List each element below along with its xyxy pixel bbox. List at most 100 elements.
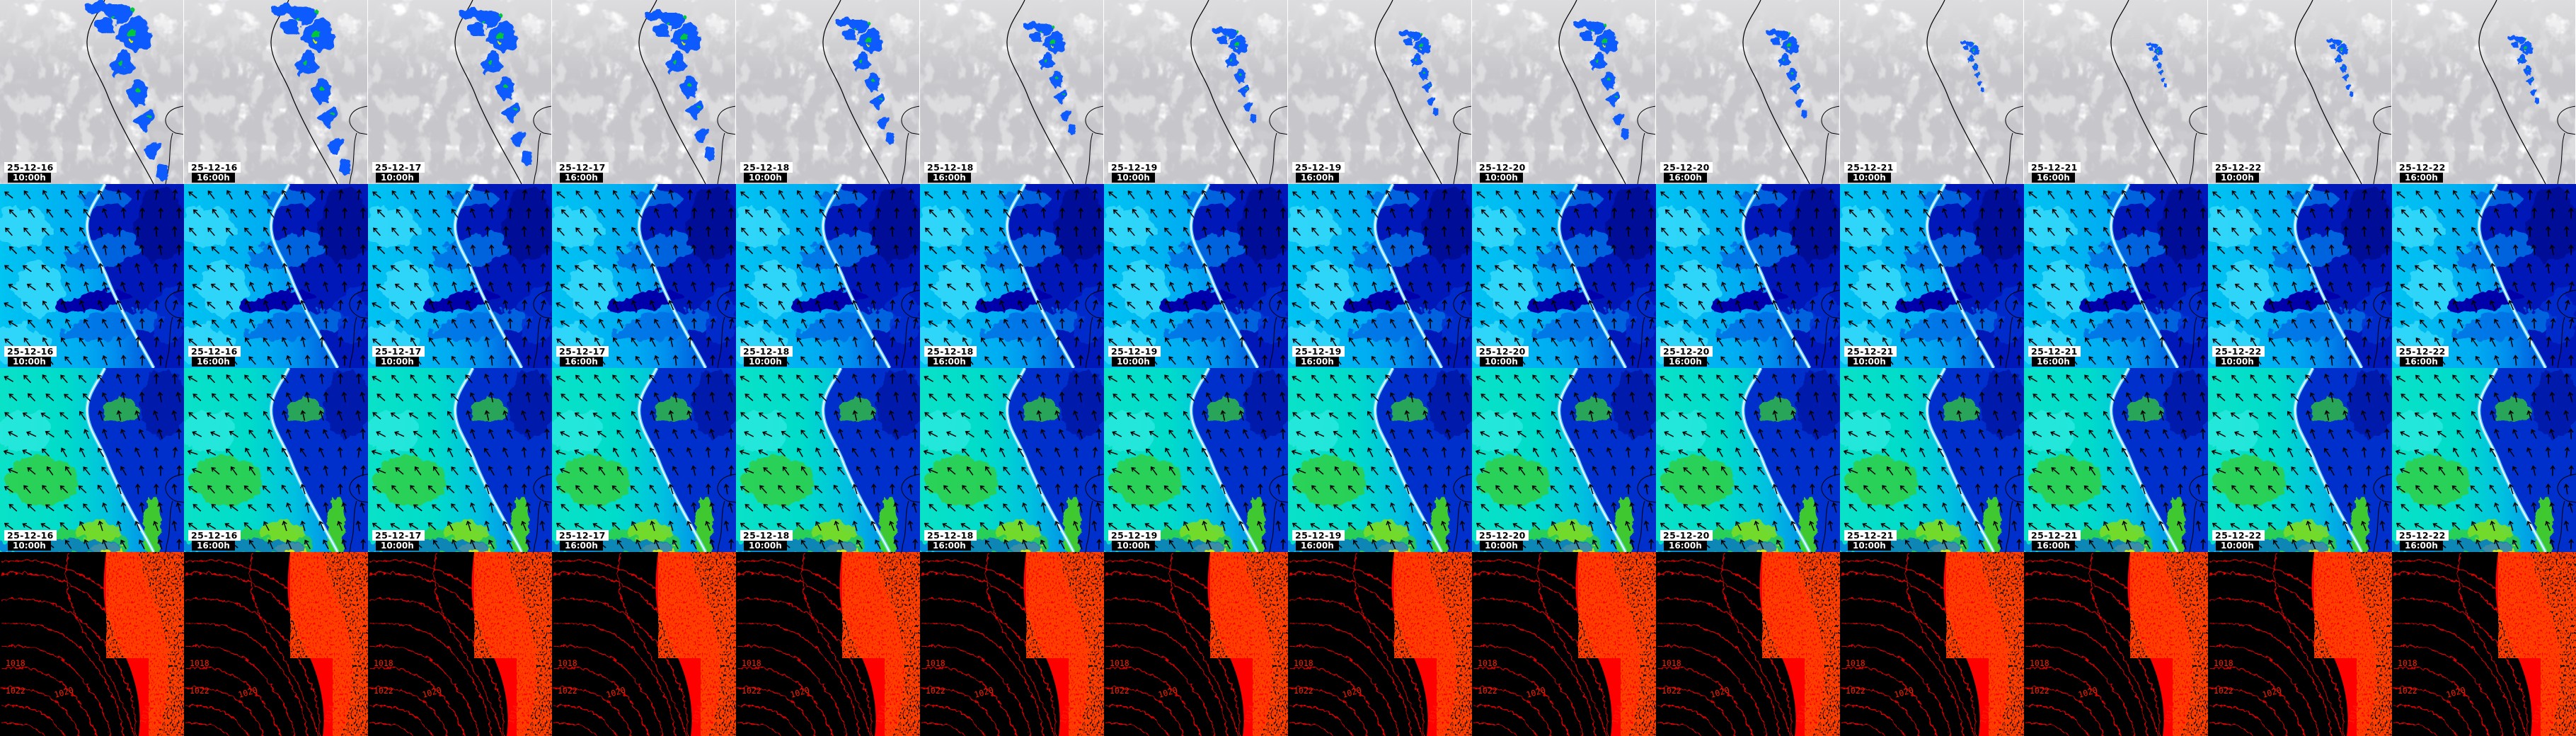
tile-wind-upper-9[interactable]: 25-12-20 16:00h: [1656, 184, 1840, 368]
tile-wind-lower-5[interactable]: 25-12-18 16:00h: [920, 368, 1104, 552]
tile-wind-lower-12[interactable]: 25-12-22 10:00h: [2208, 368, 2392, 552]
tile-wind-upper-12[interactable]: 25-12-22 10:00h: [2208, 184, 2392, 368]
tile-satellite-5[interactable]: 25-12-18 16:00h: [920, 0, 1104, 184]
tile-isobars-8[interactable]: 1020 1018 1022 1014: [1472, 552, 1656, 736]
tile-timestamp: 25-12-16 16:00h: [188, 162, 241, 183]
tile-date: 25-12-22: [2212, 162, 2265, 173]
tile-timestamp: 25-12-17 10:00h: [372, 346, 425, 367]
tile-satellite-9[interactable]: 25-12-20 16:00h: [1656, 0, 1840, 184]
tile-satellite-2[interactable]: 25-12-17 10:00h: [368, 0, 552, 184]
tile-time: 16:00h: [928, 541, 971, 551]
tile-wind-upper-10[interactable]: 25-12-21 10:00h: [1840, 184, 2024, 368]
tile-wind-lower-11[interactable]: 25-12-21 16:00h: [2024, 368, 2208, 552]
tile-satellite-13[interactable]: 25-12-22 16:00h: [2392, 0, 2576, 184]
tile-wind-upper-4[interactable]: 25-12-18 10:00h: [736, 184, 920, 368]
tile-wind-upper-3[interactable]: 25-12-17 16:00h: [552, 184, 736, 368]
tile-satellite-8[interactable]: 25-12-20 10:00h: [1472, 0, 1656, 184]
tile-isobars-5[interactable]: 1020 1018 1022 1014: [920, 552, 1104, 736]
tile-wind-upper-1[interactable]: 25-12-16 16:00h: [184, 184, 368, 368]
tile-timestamp: 25-12-22 10:00h: [2212, 162, 2265, 183]
tile-time: 10:00h: [744, 357, 787, 367]
tile-wind-lower-13[interactable]: 25-12-22 16:00h: [2392, 368, 2576, 552]
tile-time: 10:00h: [2216, 541, 2259, 551]
isobar-value: 1018: [558, 658, 577, 668]
tile-isobars-1[interactable]: 1020 1018 1022 1014: [184, 552, 368, 736]
tile-wind-upper-11[interactable]: 25-12-21 16:00h: [2024, 184, 2208, 368]
wind-vector-field-map: [184, 184, 368, 368]
tile-isobars-11[interactable]: 1020 1018 1022 1014: [2024, 552, 2208, 736]
tile-timestamp: 25-12-20 16:00h: [1660, 162, 1713, 183]
tile-satellite-12[interactable]: 25-12-22 10:00h: [2208, 0, 2392, 184]
tile-date: 25-12-22: [2396, 162, 2449, 173]
tile-timestamp: 25-12-17 16:00h: [556, 346, 609, 367]
tile-wind-lower-2[interactable]: 25-12-17 10:00h: [368, 368, 552, 552]
tile-timestamp: 25-12-21 16:00h: [2028, 162, 2081, 183]
tile-wind-lower-10[interactable]: 25-12-21 10:00h: [1840, 368, 2024, 552]
tile-isobars-10[interactable]: 1020 1018 1022 1014: [1840, 552, 2024, 736]
tile-satellite-7[interactable]: 25-12-19 16:00h: [1288, 0, 1472, 184]
tile-isobars-9[interactable]: 1020 1018 1022 1014: [1656, 552, 1840, 736]
tile-wind-upper-2[interactable]: 25-12-17 10:00h: [368, 184, 552, 368]
tile-isobars-13[interactable]: 1020 1018 1022 1014: [2392, 552, 2576, 736]
tile-timestamp: 25-12-22 16:00h: [2396, 162, 2449, 183]
tile-satellite-10[interactable]: 25-12-21 10:00h: [1840, 0, 2024, 184]
tile-satellite-4[interactable]: 25-12-18 10:00h: [736, 0, 920, 184]
tile-satellite-11[interactable]: 25-12-21 16:00h: [2024, 0, 2208, 184]
tile-time: 10:00h: [1112, 357, 1155, 367]
tile-date: 25-12-17: [556, 346, 609, 357]
tile-wind-lower-6[interactable]: 25-12-19 10:00h: [1104, 368, 1288, 552]
tile-wind-lower-7[interactable]: 25-12-19 16:00h: [1288, 368, 1472, 552]
tile-isobars-4[interactable]: 1020 1018 1022 1014: [736, 552, 920, 736]
isobar-value: 1018: [1662, 658, 1681, 668]
tile-timestamp: 25-12-18 10:00h: [740, 346, 793, 367]
tile-isobars-12[interactable]: 1020 1018 1022 1014: [2208, 552, 2392, 736]
tile-date: 25-12-17: [372, 162, 425, 173]
tile-date: 25-12-19: [1108, 346, 1161, 357]
tile-date: 25-12-20: [1476, 162, 1529, 173]
tile-wind-upper-13[interactable]: 25-12-22 16:00h: [2392, 184, 2576, 368]
wind-vector-field-map: [2208, 184, 2392, 368]
tile-time: 16:00h: [2032, 541, 2075, 551]
tile-wind-upper-6[interactable]: 25-12-19 10:00h: [1104, 184, 1288, 368]
tile-wind-lower-0[interactable]: 25-12-16 10:00h: [0, 368, 184, 552]
tile-timestamp: 25-12-18 10:00h: [740, 530, 793, 551]
tile-isobars-3[interactable]: 1020 1018 1022 1014: [552, 552, 736, 736]
tile-wind-lower-3[interactable]: 25-12-17 16:00h: [552, 368, 736, 552]
tile-wind-lower-1[interactable]: 25-12-16 16:00h: [184, 368, 368, 552]
wind-vector-field-map: [1472, 368, 1656, 552]
tile-date: 25-12-21: [2028, 530, 2081, 541]
isobar-value: 1022: [558, 686, 577, 696]
tile-isobars-0[interactable]: 1020 1018 1022 1014: [0, 552, 184, 736]
tile-wind-upper-7[interactable]: 25-12-19 16:00h: [1288, 184, 1472, 368]
wind-vector-field-map: [368, 184, 552, 368]
tile-wind-lower-4[interactable]: 25-12-18 10:00h: [736, 368, 920, 552]
isobar-value: 1018: [6, 658, 25, 668]
tile-satellite-6[interactable]: 25-12-19 10:00h: [1104, 0, 1288, 184]
tile-isobars-2[interactable]: 1020 1018 1022 1014: [368, 552, 552, 736]
tile-wind-upper-0[interactable]: 25-12-16 10:00h: [0, 184, 184, 368]
tile-satellite-0[interactable]: 25-12-16 10:00h: [0, 0, 184, 184]
tile-wind-upper-8[interactable]: 25-12-20 10:00h: [1472, 184, 1656, 368]
tile-wind-lower-9[interactable]: 25-12-20 16:00h: [1656, 368, 1840, 552]
tile-satellite-3[interactable]: 25-12-17 16:00h: [552, 0, 736, 184]
tile-time: 16:00h: [928, 173, 971, 183]
tile-timestamp: 25-12-19 16:00h: [1292, 162, 1345, 183]
tile-timestamp: 25-12-22 16:00h: [2396, 530, 2449, 551]
tile-wind-lower-8[interactable]: 25-12-20 10:00h: [1472, 368, 1656, 552]
tile-time: 10:00h: [1480, 541, 1523, 551]
tile-wind-upper-5[interactable]: 25-12-18 16:00h: [920, 184, 1104, 368]
tile-isobars-7[interactable]: 1020 1018 1022 1014: [1288, 552, 1472, 736]
tile-timestamp: 25-12-22 16:00h: [2396, 346, 2449, 367]
tile-time: 16:00h: [2400, 357, 2443, 367]
tile-isobars-6[interactable]: 1020 1018 1022 1014: [1104, 552, 1288, 736]
wind-vector-field-map: [1104, 184, 1288, 368]
tile-timestamp: 25-12-16 10:00h: [4, 530, 57, 551]
tile-time: 16:00h: [192, 173, 235, 183]
wind-vector-field-map: [552, 368, 736, 552]
tile-satellite-1[interactable]: 25-12-16 16:00h: [184, 0, 368, 184]
